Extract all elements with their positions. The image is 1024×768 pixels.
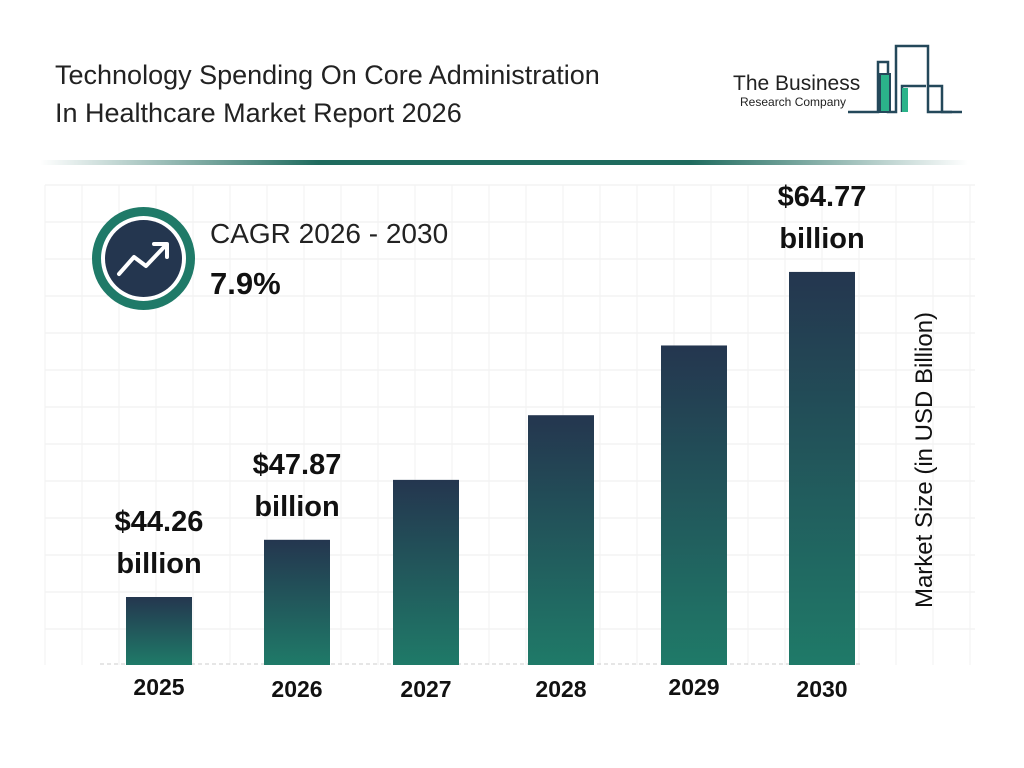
cagr-value: 7.9% <box>210 266 281 301</box>
x-tick-label: 2027 <box>400 676 451 702</box>
cagr-badge <box>92 207 195 310</box>
bar-2025 <box>126 597 192 665</box>
bar-2029 <box>661 345 727 665</box>
title-line-2: In Healthcare Market Report 2026 <box>55 98 462 128</box>
x-tick-label: 2029 <box>668 674 719 700</box>
bar-2028 <box>528 415 594 665</box>
data-label: $47.87 <box>253 449 342 481</box>
bar-2027 <box>393 479 459 665</box>
x-tick-label: 2028 <box>535 676 586 702</box>
x-tick-label: 2030 <box>796 676 847 702</box>
cagr-label: CAGR 2026 - 2030 <box>210 218 449 249</box>
logo-graphic <box>848 44 962 114</box>
x-tick-label: 2025 <box>133 674 184 700</box>
data-label: $64.77 <box>778 181 867 213</box>
trending-up-icon <box>117 242 169 276</box>
logo-text-1: The Business <box>733 72 861 95</box>
data-label-unit: billion <box>116 548 201 580</box>
data-label: $44.26 <box>115 506 204 538</box>
data-label-unit: billion <box>779 223 864 255</box>
title-line-1: Technology Spending On Core Administrati… <box>55 60 600 90</box>
x-tick-label: 2026 <box>271 676 322 702</box>
data-label-unit: billion <box>254 491 339 523</box>
logo: The Business Research Company <box>730 44 965 116</box>
bar-2026 <box>264 539 330 665</box>
chart-title: Technology Spending On Core Administrati… <box>55 56 600 132</box>
y-axis-label: Market Size (in USD Billion) <box>911 311 938 609</box>
logo-text-2: Research Company <box>740 95 847 109</box>
divider <box>40 160 968 165</box>
bar-2030 <box>789 271 855 665</box>
